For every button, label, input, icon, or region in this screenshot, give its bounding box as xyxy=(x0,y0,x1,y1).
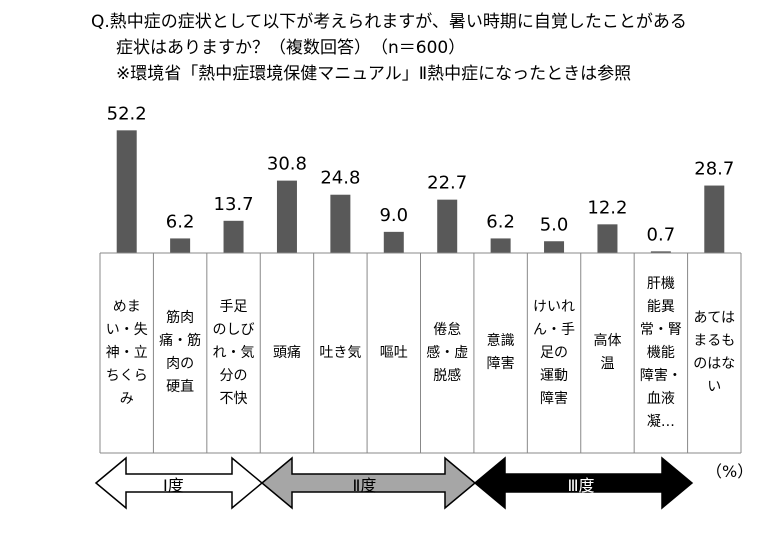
category-cell: けいれ ん・手 足の 運動 障害 xyxy=(527,253,580,453)
category-cell: 倦怠 感・虚 脱感 xyxy=(421,253,474,453)
severity-label: Ⅱ度 xyxy=(352,476,377,495)
question-line-3: ※環境省「熱中症環境保健マニュアル」Ⅱ熱中症になったときは参照 xyxy=(116,64,632,84)
bar xyxy=(704,185,725,253)
category-label: 意識 障害 xyxy=(486,333,515,372)
category-cell: 筋肉 痛・筋 肉の 硬直 xyxy=(153,253,206,453)
category-label: あては まるも のはな い xyxy=(693,310,736,395)
data-label: 6.2 xyxy=(166,211,195,232)
bar xyxy=(170,238,191,253)
bar xyxy=(650,251,671,253)
data-label: 24.8 xyxy=(320,168,360,189)
data-label: 0.7 xyxy=(647,224,676,245)
data-label: 30.8 xyxy=(267,154,307,175)
category-label: けいれ ん・手 足の 運動 障害 xyxy=(533,298,576,407)
unit-label: （%） xyxy=(706,462,754,481)
category-cell: 肝機 能異 常・腎 機能 障害・ 血液 凝… xyxy=(634,253,687,453)
category-cell: あては まるも のはな い xyxy=(688,253,741,453)
bar xyxy=(276,180,297,253)
bar xyxy=(544,241,565,253)
category-cell: 高体 温 xyxy=(581,253,634,453)
category-label: 手足 のしび れ・気 分の 不快 xyxy=(212,298,255,407)
category-cell: 意識 障害 xyxy=(474,253,527,453)
bar xyxy=(597,224,618,253)
category-label: 高体 温 xyxy=(593,333,622,372)
question-line-1: Q.熱中症の症状として以下が考えられますが、暑い時期に自覚したことがある xyxy=(91,12,687,32)
data-label: 13.7 xyxy=(214,194,254,215)
category-label: めま い・失 神・立 ちくら み xyxy=(105,298,148,407)
category-label: 頭痛 xyxy=(272,344,301,361)
category-label: 吐き気 xyxy=(319,344,362,361)
severity-label: Ⅰ度 xyxy=(163,476,184,495)
question-line-2: 症状はありますか？（複数回答） （n＝600） xyxy=(116,38,466,58)
bar xyxy=(330,194,351,253)
bar xyxy=(223,220,244,253)
data-label: 6.2 xyxy=(486,211,515,232)
data-label: 9.0 xyxy=(379,205,408,226)
category-label: 筋肉 痛・筋 肉の 硬直 xyxy=(159,310,202,395)
category-cell: 頭痛 xyxy=(260,253,313,453)
category-cell: 嘔吐 xyxy=(367,253,420,453)
data-label: 52.2 xyxy=(107,103,147,124)
data-label: 22.7 xyxy=(427,173,467,194)
bar xyxy=(437,199,458,253)
category-cell: めま い・失 神・立 ちくら み xyxy=(100,253,153,453)
bar xyxy=(383,231,404,253)
bar xyxy=(490,238,511,253)
category-label: 嘔吐 xyxy=(379,344,408,361)
data-label: 5.0 xyxy=(540,214,569,235)
category-cell: 手足 のしび れ・気 分の 不快 xyxy=(207,253,260,453)
category-cell: 吐き気 xyxy=(314,253,367,453)
severity-label: Ⅲ度 xyxy=(567,476,595,495)
category-label: 肝機 能異 常・腎 機能 障害・ 血液 凝… xyxy=(639,275,682,430)
data-label: 28.7 xyxy=(694,159,734,180)
bar xyxy=(116,130,137,253)
data-label: 12.2 xyxy=(587,197,627,218)
severity-arrow xyxy=(473,456,694,510)
category-label: 倦怠 感・虚 脱感 xyxy=(426,321,469,384)
